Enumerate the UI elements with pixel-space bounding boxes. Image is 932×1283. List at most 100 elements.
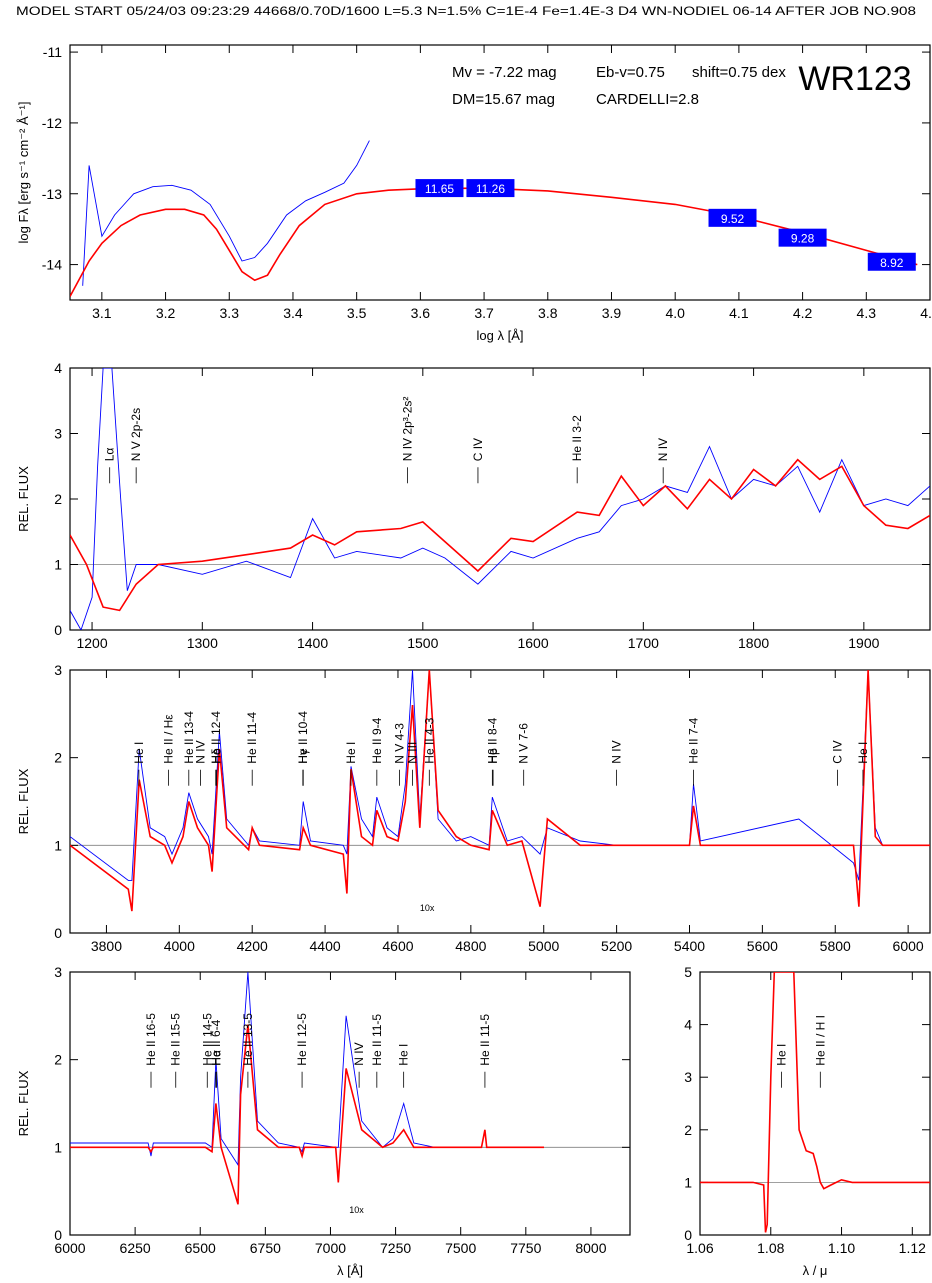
- line-id-label: N IV 2p³-2s²: [400, 397, 414, 462]
- photometry-box: [708, 208, 757, 227]
- y-tick-label: 1: [54, 557, 62, 573]
- x-tick-label: 7750: [510, 1240, 541, 1256]
- y-tick-label: 2: [684, 1122, 692, 1138]
- panel-ir: 1.06 1.08 1.10 1.12 0 1 2 3 4 5 λ / μ He I He II / H…: [684, 964, 931, 1278]
- x-tick-label: 1.08: [757, 1240, 784, 1256]
- x-tick-label: 4.0: [665, 305, 685, 321]
- line-id-label: He II / H I: [813, 1015, 827, 1066]
- x-tick-label: 6000: [54, 1240, 85, 1256]
- x-tick-label: 4.1: [729, 305, 749, 321]
- y-tick-label: -13: [42, 186, 62, 202]
- inset-label: 10x: [420, 903, 435, 913]
- series-line: [70, 670, 930, 912]
- series-group: [70, 972, 544, 1205]
- x-tick-label: 1.06: [686, 1240, 713, 1256]
- y-tick-label: 2: [54, 491, 62, 507]
- y-tick-label: -14: [42, 257, 62, 273]
- line-id-label: Hγ: [296, 749, 310, 764]
- header-bar: MODEL START 05/24/03 09:23:29 44668/0.70…: [0, 0, 932, 20]
- frame-red: [69, 971, 631, 1236]
- line-id-label: He II 13-4: [182, 711, 196, 764]
- photometry-box: [466, 179, 515, 198]
- y-tick-label: 3: [684, 1069, 692, 1085]
- line-id-label: N V 4-3: [392, 723, 406, 764]
- y-tick-label: 1: [684, 1174, 692, 1190]
- x-tick-label: 1500: [407, 635, 438, 651]
- line-id-label: He II 11-5: [370, 1014, 384, 1066]
- y-axis-label: REL. FLUX: [16, 1070, 31, 1136]
- x-tick-label: 4800: [455, 938, 486, 954]
- x-tick-label: 1800: [738, 635, 769, 651]
- series-line: [82, 140, 370, 286]
- line-id-label: N V 7-6: [517, 723, 531, 764]
- panel-uv: 1200 1300 1400 1500 1600 1700 1800 1900 0 1 2 3 4 REL…: [16, 360, 931, 651]
- series-line: [700, 972, 930, 1233]
- x-tick-label: 3.7: [474, 305, 494, 321]
- series-line: [70, 458, 930, 612]
- header-text: MODEL START 05/24/03 09:23:29 44668/0.70…: [16, 4, 916, 18]
- photometry-label: 11.26: [476, 182, 505, 196]
- y-tick-label: 1: [54, 837, 62, 853]
- photometry-label: 9.52: [721, 212, 745, 226]
- x-tick-label: 5800: [820, 938, 851, 954]
- series-group: [70, 670, 930, 912]
- x-tick-label: 3.2: [156, 305, 176, 321]
- line-id-label: He II 13-5: [241, 1013, 255, 1066]
- y-axis-label: REL. FLUX: [16, 466, 31, 532]
- y-tick-label: 0: [684, 1227, 692, 1243]
- line-id-label: He II 16-5: [144, 1013, 158, 1066]
- y-tick-label: -12: [42, 115, 62, 131]
- y-tick-label: 0: [54, 1227, 62, 1243]
- x-tick-label: 5400: [674, 938, 705, 954]
- x-tick-label: 1600: [517, 635, 548, 651]
- y-tick-label: 3: [54, 662, 62, 678]
- line-id-label: He II 10-4: [296, 711, 310, 764]
- y-tick-label: -11: [43, 44, 62, 60]
- y-tick-label: 1: [54, 1139, 62, 1155]
- line-id-label: He II 7-4: [687, 717, 701, 763]
- panel-red: 6000 6250 6500 6750 7000 7250 7500 7750 8000 0 1 2 3…: [16, 964, 631, 1278]
- line-id-label: Hδ: [209, 748, 223, 764]
- x-tick-label: 4200: [237, 938, 268, 954]
- x-tick-label: 1400: [297, 635, 328, 651]
- line-id-label: C IV: [471, 438, 485, 461]
- x-tick-label: 3800: [91, 938, 122, 954]
- x-tick-label: 3.1: [92, 305, 112, 321]
- series-group: [70, 140, 918, 297]
- x-axis-label: λ / μ: [803, 1263, 828, 1278]
- line-id-label: C IV: [830, 740, 844, 763]
- photometry-box: [415, 179, 464, 198]
- x-tick-label: 7250: [380, 1240, 411, 1256]
- y-tick-label: 0: [54, 925, 62, 941]
- line-id-label: Lα: [103, 448, 117, 462]
- line-id-label: He II 11-5: [478, 1014, 492, 1066]
- x-tick-label: 1300: [187, 635, 218, 651]
- y-tick-label: 0: [54, 622, 62, 638]
- line-id-label: N V 2p-2s: [129, 408, 143, 461]
- line-id-label: N IV: [610, 740, 624, 763]
- x-tick-label: 3.6: [411, 305, 431, 321]
- x-tick-label: 3.3: [220, 305, 240, 321]
- line-id-label: N IV: [352, 1042, 366, 1065]
- param-shift: shift=0.75 dex: [692, 64, 786, 81]
- series-group: [700, 972, 930, 1233]
- line-id-label: He II 12-4: [209, 711, 223, 764]
- y-tick-label: 2: [54, 750, 62, 766]
- panel-sed: 3.1 3.2 3.3 3.4 3.5 3.6 3.7 3.8 3.9 4.0 4.1 4.2 4.3 4…: [16, 44, 932, 343]
- line-id-label: He II / Hε: [161, 714, 175, 764]
- param-dm: DM=15.67 mag: [452, 91, 555, 108]
- frame-sed: [69, 44, 931, 301]
- photometry-label: 11.65: [425, 182, 454, 196]
- x-tick-label: 1200: [76, 635, 107, 651]
- param-cardelli: CARDELLI=2.8: [596, 91, 699, 108]
- y-axis-label: REL. FLUX: [16, 768, 31, 834]
- line-id-label: He I: [397, 1044, 411, 1066]
- line-id-label: He II 14-5: [200, 1013, 214, 1066]
- line-id-label: N IV: [656, 438, 670, 461]
- x-tick-label: 1.10: [828, 1240, 855, 1256]
- series-line: [70, 1024, 544, 1205]
- x-tick-label: 8000: [575, 1240, 606, 1256]
- line-id-label: He I: [132, 742, 146, 764]
- panel-optical: 3800 4000 4200 4400 4600 4800 5000 5200 5400 5600…: [16, 662, 931, 954]
